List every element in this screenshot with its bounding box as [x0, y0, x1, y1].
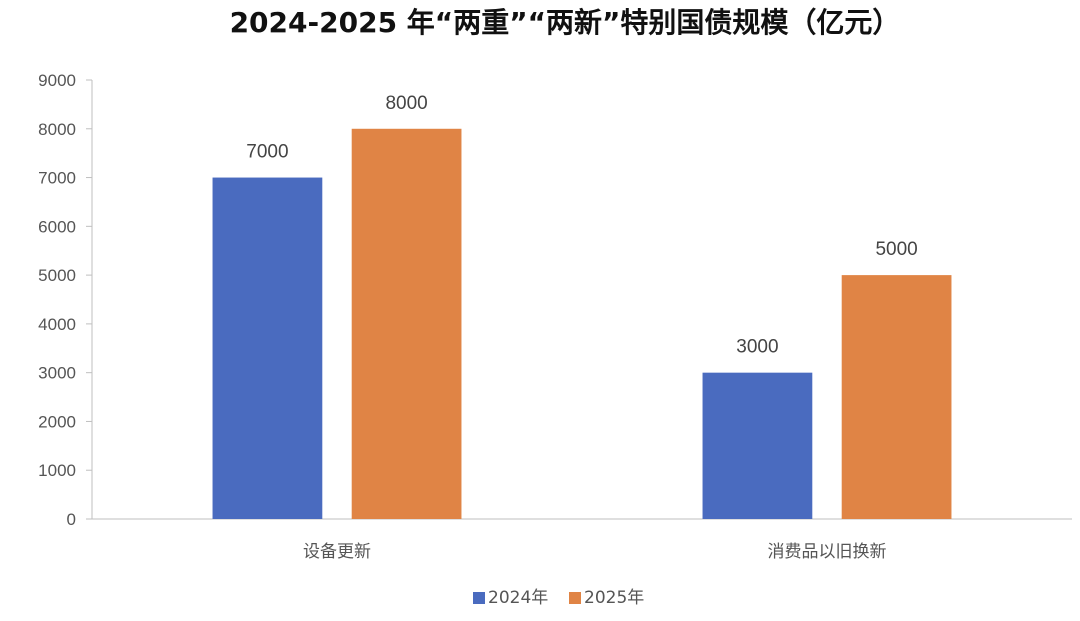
chart-title: 2024-2025 年“两重”“两新”特别国债规模（亿元） — [230, 6, 901, 39]
bars: 7000 8000 3000 5000 — [212, 93, 952, 520]
legend: 2024年 2025年 — [473, 588, 644, 608]
data-label: 8000 — [385, 93, 427, 114]
y-tick-label: 3000 — [38, 364, 76, 383]
legend-label: 2025年 — [584, 588, 644, 608]
data-label: 5000 — [875, 239, 917, 260]
data-label: 3000 — [736, 337, 778, 358]
axes: 0 1000 2000 3000 4000 5000 6000 7000 8000 9000 设备更… — [38, 71, 1072, 562]
y-tick-label: 6000 — [38, 217, 76, 236]
legend-swatch — [569, 592, 581, 604]
bar — [212, 177, 323, 520]
y-tick-label: 5000 — [38, 266, 76, 285]
x-category-label: 设备更新 — [303, 542, 371, 562]
y-tick-label: 2000 — [38, 412, 76, 431]
y-tick-label: 7000 — [38, 169, 76, 188]
legend-swatch — [473, 592, 485, 604]
legend-label: 2024年 — [488, 588, 548, 608]
y-tick-label: 9000 — [38, 71, 76, 90]
bar — [351, 128, 462, 519]
y-tick-label: 1000 — [38, 461, 76, 480]
y-tick-label: 4000 — [38, 315, 76, 334]
x-category-label: 消费品以旧换新 — [768, 542, 887, 562]
y-tick-label: 0 — [67, 510, 76, 529]
bar — [702, 372, 813, 519]
data-label: 7000 — [246, 142, 288, 163]
bar — [841, 275, 952, 519]
y-tick-label: 8000 — [38, 120, 76, 139]
